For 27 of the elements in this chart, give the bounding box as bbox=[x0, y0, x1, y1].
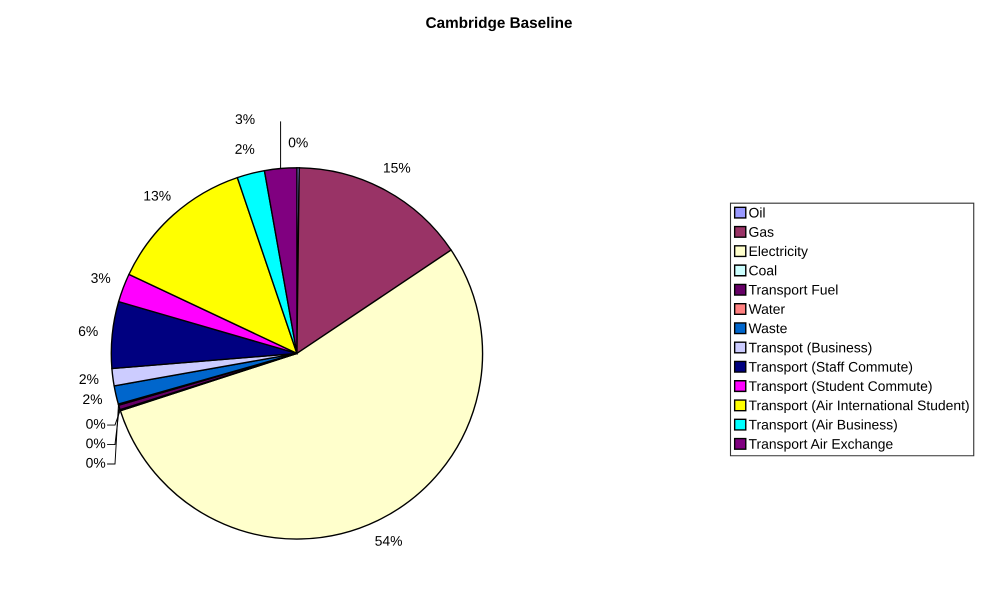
legend-label: Waste bbox=[748, 324, 787, 334]
data-label: 54% bbox=[375, 536, 402, 546]
data-label: 13% bbox=[144, 190, 171, 201]
data-label: 0% bbox=[86, 458, 106, 468]
data-label: 2% bbox=[83, 394, 102, 404]
legend-label: Transport (Air Business) bbox=[748, 419, 897, 432]
data-label: 15% bbox=[384, 162, 410, 173]
data-label: 6% bbox=[78, 326, 98, 336]
legend-label: Oil bbox=[749, 207, 765, 218]
legend-label: Transport (Staff Commute) bbox=[748, 362, 912, 374]
legend-label: Water bbox=[748, 304, 785, 314]
legend-label: Transport Fuel bbox=[748, 284, 838, 298]
legend-label: Transport Air Exchange bbox=[748, 438, 893, 452]
data-label: 2% bbox=[80, 374, 98, 384]
legend-label: Coal bbox=[749, 265, 776, 276]
legend-label: Transport (Air International Student) bbox=[748, 400, 969, 414]
data-label: 3% bbox=[236, 114, 255, 124]
data-label: 0% bbox=[86, 438, 106, 448]
legend-label: Transpot (Business) bbox=[748, 342, 872, 356]
data-label: 2% bbox=[235, 144, 254, 154]
legend-label: Electricity bbox=[750, 246, 808, 259]
data-label: 3% bbox=[91, 273, 110, 283]
legend-label: Transport (Student Commute) bbox=[748, 380, 932, 394]
data-label: 0% bbox=[288, 138, 308, 148]
chart-title: Cambridge Baseline bbox=[426, 16, 572, 32]
data-label: 0% bbox=[86, 418, 106, 429]
legend-label: Gas bbox=[749, 227, 774, 237]
